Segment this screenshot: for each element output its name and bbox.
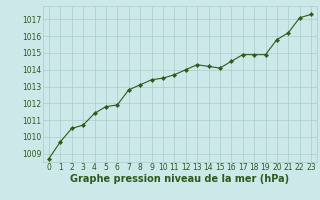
X-axis label: Graphe pression niveau de la mer (hPa): Graphe pression niveau de la mer (hPa)	[70, 174, 290, 184]
